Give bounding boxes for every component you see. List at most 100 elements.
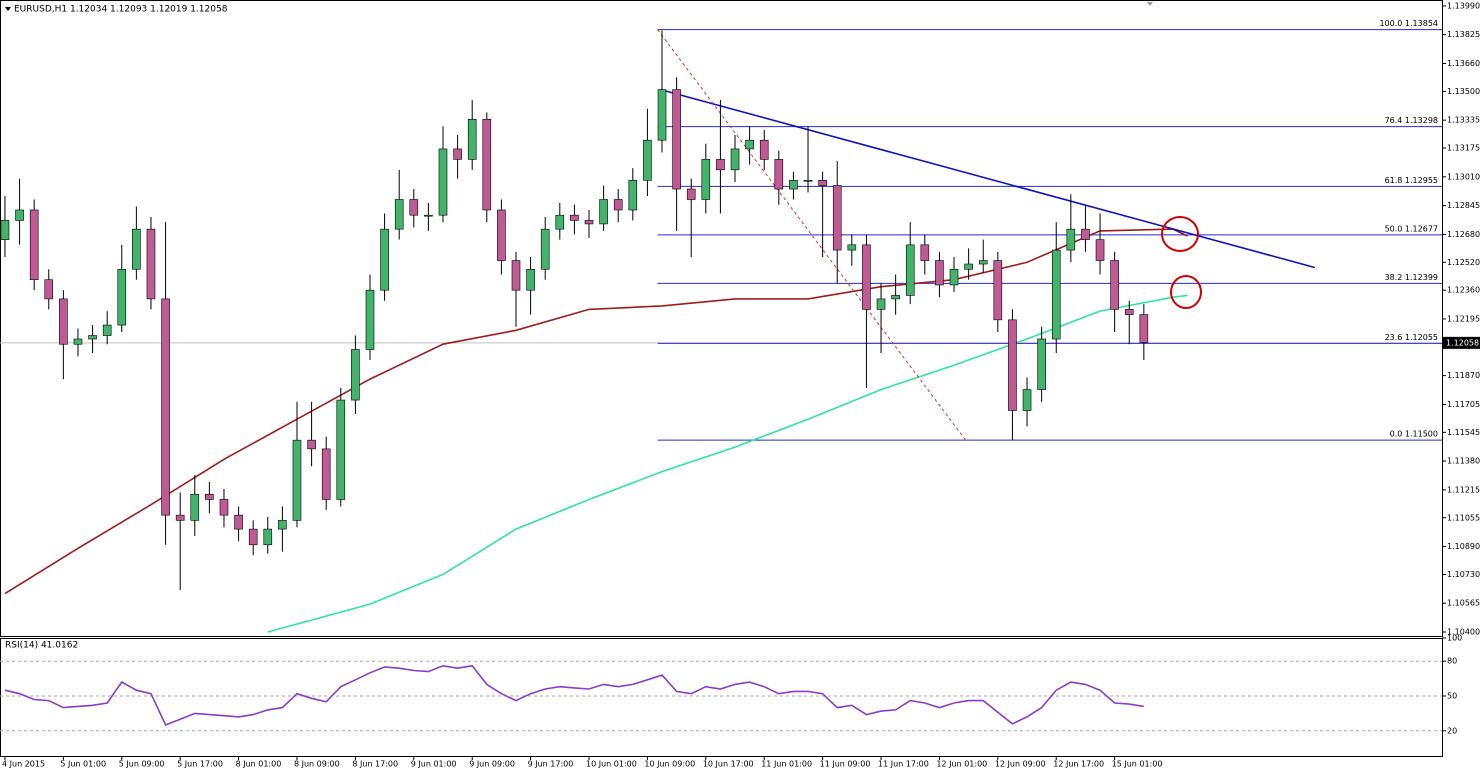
candle-body	[190, 493, 200, 521]
candle-body	[175, 514, 185, 521]
candle-body	[862, 244, 871, 310]
candle-body	[876, 298, 886, 310]
x-tick-label: 11 Jun 01:00	[761, 760, 812, 769]
candle-body	[248, 528, 258, 546]
candle-body	[1081, 228, 1090, 240]
candle-body	[278, 520, 287, 530]
candle-body	[321, 448, 331, 500]
overlay-line	[660, 88, 1315, 269]
candle-body	[964, 263, 973, 270]
y-tick-label: 1.12680	[1447, 230, 1480, 239]
candle-body	[643, 139, 652, 181]
y-tick-label: 1.10890	[1447, 542, 1480, 551]
candle-body	[570, 214, 579, 221]
candle-body	[686, 188, 696, 200]
candle-body	[745, 139, 754, 150]
y-tick-label: 1.11545	[1447, 428, 1480, 437]
overlay-line	[267, 294, 1188, 633]
overlay-line	[4, 228, 1188, 595]
last-price-tag	[1443, 336, 1480, 349]
y-tick-label: 1.11055	[1447, 513, 1480, 522]
y-tick-label: 1.12520	[1447, 258, 1480, 267]
y-tick-label: 1.13335	[1447, 116, 1480, 125]
candle-body	[453, 148, 462, 160]
x-tick-label: 8 Jun 09:00	[294, 760, 340, 769]
x-tick-label: 12 Jun 01:00	[936, 760, 987, 769]
candle-body	[1008, 319, 1017, 411]
candle-body	[657, 89, 667, 141]
x-tick-label: 11 Jun 09:00	[820, 760, 871, 769]
x-tick-label: 10 Jun 09:00	[644, 760, 695, 769]
candle-body	[292, 439, 302, 521]
candle-body	[891, 295, 900, 300]
candle-body	[1124, 309, 1134, 315]
candle-body	[0, 220, 10, 240]
candle-body	[88, 335, 97, 340]
candle-body	[818, 180, 827, 186]
candle-body	[307, 439, 316, 450]
candle-body	[613, 199, 623, 211]
candle-body	[424, 214, 433, 217]
rsi-tick-label: 100	[1447, 634, 1462, 643]
candle-body	[716, 159, 725, 171]
candle-body	[29, 209, 39, 281]
candle-body	[832, 185, 842, 251]
x-tick-label: 8 Jun 17:00	[352, 760, 398, 769]
fib-label: 50.0 1.12677	[1385, 224, 1438, 233]
x-tick-label: 9 Jun 01:00	[411, 760, 457, 769]
x-tick-label: 9 Jun 09:00	[469, 760, 515, 769]
fib-label: 23.6 1.12055	[1385, 333, 1438, 342]
x-tick-label: 4 Jun 2015	[2, 760, 45, 769]
y-tick-label: 1.11870	[1447, 371, 1480, 380]
candle-body	[920, 244, 930, 261]
x-tick-label: 9 Jun 17:00	[528, 760, 574, 769]
y-tick-label: 1.13175	[1447, 144, 1480, 153]
rsi-panel	[0, 638, 1443, 757]
fib-label: 100.0 1.13854	[1379, 19, 1438, 28]
x-tick-label: 12 Jun 17:00	[1053, 760, 1104, 769]
last-price-label: 1.12058	[1446, 338, 1479, 347]
candle-body	[161, 298, 170, 516]
candle-body	[1051, 249, 1061, 340]
x-tick-label: 10 Jun 01:00	[586, 760, 637, 769]
x-tick-label: 8 Jun 01:00	[236, 760, 282, 769]
y-tick-label: 1.10400	[1447, 627, 1480, 636]
candle-body	[555, 214, 565, 230]
candle-body	[905, 244, 915, 296]
x-tick-label: 5 Jun 09:00	[119, 760, 165, 769]
candle-body	[526, 268, 535, 291]
candle-body	[132, 228, 141, 270]
candle-body	[482, 118, 492, 211]
main-panel	[0, 0, 1443, 637]
candle-body	[234, 514, 243, 530]
candle-body	[467, 118, 477, 160]
x-tick-label: 15 Jun 01:00	[1112, 760, 1163, 769]
candle-body	[1110, 260, 1119, 310]
y-tick-label: 1.10730	[1447, 570, 1480, 579]
rsi-tick-label: 80	[1447, 657, 1457, 666]
fib-label: 38.2 1.12399	[1385, 273, 1438, 282]
candle-body	[15, 209, 24, 221]
candle-body	[409, 199, 419, 216]
candle-body	[978, 260, 988, 265]
y-tick-label: 1.13500	[1447, 87, 1480, 96]
candle-body	[44, 279, 54, 300]
chart-title: EURUSD,H1 1.12034 1.12093 1.12019 1.1205…	[14, 5, 228, 15]
candle-body	[438, 148, 448, 216]
y-tick-label: 1.12195	[1447, 314, 1480, 323]
candle-body	[672, 89, 681, 190]
candle-body	[117, 268, 127, 326]
candle-body	[146, 228, 156, 300]
y-tick-label: 1.12845	[1447, 201, 1480, 210]
candle-body	[497, 209, 506, 261]
candle-body	[219, 499, 229, 516]
x-tick-label: 5 Jun 01:00	[60, 760, 106, 769]
candle-body	[1022, 389, 1032, 411]
candle-body	[1139, 314, 1149, 343]
candle-body	[789, 180, 798, 190]
rsi-title: RSI(14) 41.0162	[5, 641, 78, 651]
highlight-circle	[1170, 275, 1202, 309]
candle-body	[584, 220, 594, 225]
candle-body	[1037, 338, 1046, 390]
